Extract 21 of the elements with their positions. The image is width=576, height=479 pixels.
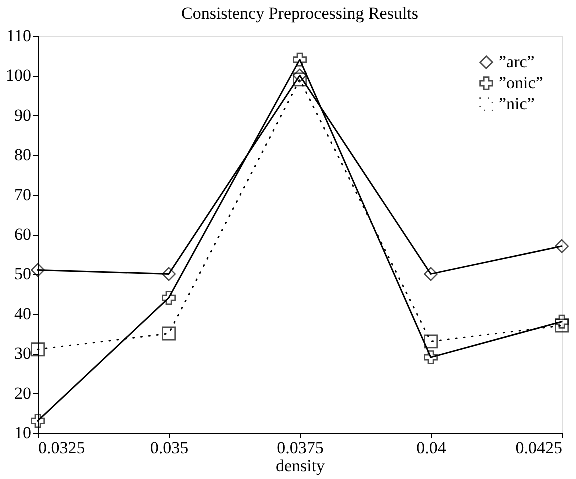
y-tick-label: 20 bbox=[14, 384, 32, 403]
x-tick-label: 0.04 bbox=[416, 438, 447, 458]
y-tick-label: 80 bbox=[14, 146, 32, 165]
legend-label: ”nic” bbox=[499, 94, 535, 114]
x-axis-title: density bbox=[276, 456, 326, 476]
y-tick-label: 90 bbox=[14, 106, 32, 125]
y-tick-label: 10 bbox=[14, 424, 32, 442]
legend-label: ”arc” bbox=[499, 52, 535, 72]
y-tick-label: 110 bbox=[6, 26, 32, 46]
y-tick-label: 30 bbox=[14, 344, 32, 364]
x-tick-label: 0.0325 bbox=[38, 438, 86, 458]
y-tick-label: 50 bbox=[14, 264, 32, 284]
y-tick-label: 40 bbox=[14, 304, 32, 324]
y-tick-label: 60 bbox=[14, 225, 32, 244]
x-tick-label: 0.035 bbox=[150, 438, 189, 458]
x-tick-label: 0.0425 bbox=[516, 438, 562, 458]
y-tick-label: 70 bbox=[14, 185, 32, 204]
y-tick-label: 100 bbox=[6, 66, 32, 86]
chart-title: Consistency Preprocessing Results bbox=[181, 4, 419, 23]
legend-label: ”onic” bbox=[499, 74, 544, 92]
x-tick-label: 0.0375 bbox=[277, 438, 324, 458]
